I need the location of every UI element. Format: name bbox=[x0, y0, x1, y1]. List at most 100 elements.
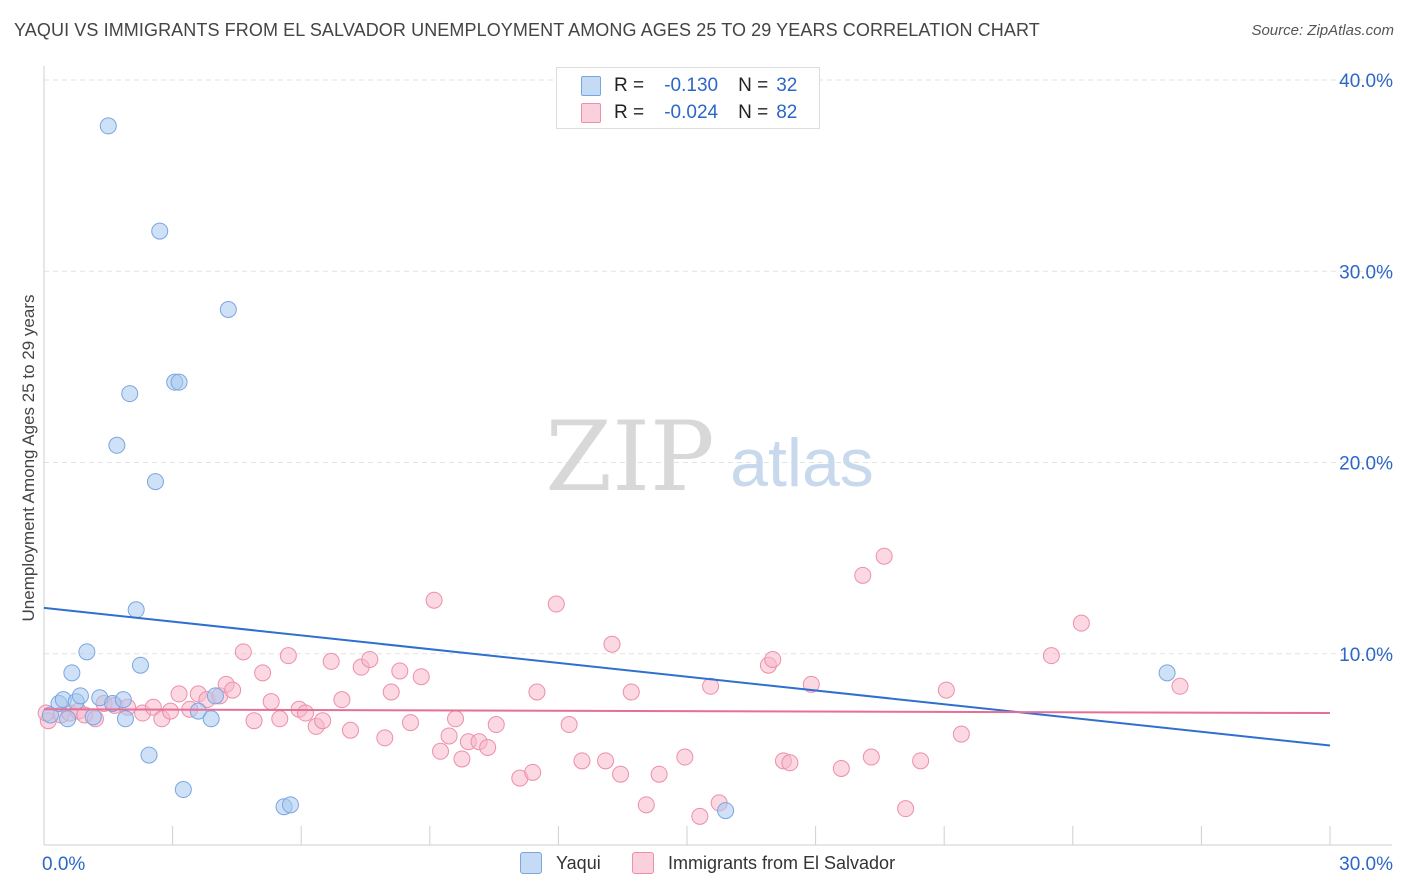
bottom-legend-el-salvador[interactable]: Immigrants from El Salvador bbox=[632, 851, 895, 875]
watermark: ZIP atlas bbox=[545, 401, 873, 513]
data-point bbox=[245, 712, 263, 730]
gridlines bbox=[44, 79, 1392, 655]
data-point bbox=[432, 742, 450, 760]
correlation-legend: R = -0.130 N = 32 R = -0.024 N = 82 bbox=[556, 67, 820, 129]
data-point bbox=[676, 748, 694, 766]
data-point bbox=[281, 796, 299, 814]
data-point bbox=[832, 760, 850, 777]
data-point bbox=[341, 721, 359, 739]
data-point bbox=[447, 710, 465, 728]
data-point bbox=[127, 601, 145, 619]
data-point bbox=[279, 647, 297, 665]
data-point bbox=[717, 802, 735, 820]
n-value-el-salvador: 82 bbox=[776, 102, 798, 123]
data-point bbox=[937, 681, 955, 699]
data-point bbox=[1042, 647, 1060, 665]
data-point bbox=[144, 698, 162, 716]
data-point bbox=[560, 716, 578, 734]
data-point bbox=[262, 693, 280, 711]
y-tick-label: 20.0% bbox=[1339, 454, 1393, 475]
data-point bbox=[440, 727, 458, 745]
data-point bbox=[108, 436, 126, 454]
bottom-legend-yaqui[interactable]: Yaqui bbox=[520, 851, 601, 875]
n-label: N = bbox=[738, 75, 769, 96]
data-point bbox=[202, 710, 220, 728]
r-label: R = bbox=[614, 75, 645, 96]
data-point bbox=[391, 662, 409, 680]
data-point bbox=[597, 752, 615, 770]
trend-lines bbox=[43, 606, 1331, 747]
data-point bbox=[41, 706, 59, 724]
chart-title: YAQUI VS IMMIGRANTS FROM EL SALVADOR UNE… bbox=[14, 20, 1040, 40]
legend-row-el-salvador: R = -0.024 N = 82 bbox=[581, 101, 797, 125]
data-point bbox=[361, 650, 379, 668]
data-point bbox=[151, 222, 169, 240]
axes bbox=[43, 66, 1392, 846]
data-point bbox=[912, 752, 930, 770]
data-point bbox=[402, 714, 420, 732]
legend-row-yaqui: R = -0.130 N = 32 bbox=[581, 74, 797, 98]
data-point bbox=[140, 746, 158, 764]
x-tick-label: 30.0% bbox=[1339, 854, 1393, 875]
legend-label-yaqui: Yaqui bbox=[556, 852, 601, 873]
data-point bbox=[78, 643, 96, 661]
data-point bbox=[170, 373, 188, 391]
data-point bbox=[479, 738, 497, 756]
data-point bbox=[952, 725, 970, 743]
data-point bbox=[234, 643, 252, 661]
n-value-yaqui: 32 bbox=[776, 75, 798, 96]
data-point bbox=[314, 712, 332, 730]
trend-line-yaqui bbox=[43, 606, 1331, 747]
data-point bbox=[875, 547, 893, 565]
legend-label-el-salvador: Immigrants from El Salvador bbox=[668, 852, 896, 873]
y-tick-label: 40.0% bbox=[1339, 71, 1393, 92]
data-point bbox=[376, 729, 394, 747]
legend-swatch-yaqui bbox=[581, 76, 601, 96]
legend-swatch-el-salvador bbox=[581, 103, 601, 123]
data-point bbox=[781, 754, 799, 772]
data-point bbox=[71, 687, 89, 705]
data-point bbox=[547, 595, 565, 613]
r-label: R = bbox=[614, 102, 645, 123]
data-point bbox=[862, 748, 880, 766]
data-point bbox=[453, 750, 471, 768]
data-point bbox=[271, 710, 289, 728]
data-point bbox=[161, 702, 179, 720]
data-point bbox=[170, 685, 188, 703]
data-point bbox=[84, 708, 102, 726]
data-point bbox=[333, 691, 351, 709]
data-point bbox=[854, 566, 872, 584]
data-point bbox=[174, 781, 192, 799]
data-point bbox=[189, 702, 207, 720]
data-point bbox=[206, 687, 224, 705]
series-el-salvador bbox=[37, 547, 1189, 825]
data-point bbox=[322, 652, 340, 670]
trend-line-el-salvador bbox=[43, 708, 1331, 715]
data-point bbox=[622, 683, 640, 701]
data-point bbox=[528, 683, 546, 701]
n-label: N = bbox=[738, 102, 769, 123]
data-point bbox=[1158, 664, 1176, 682]
data-point bbox=[650, 765, 668, 783]
data-point bbox=[487, 716, 505, 734]
data-point bbox=[99, 117, 117, 135]
data-point bbox=[224, 681, 242, 699]
data-point bbox=[637, 796, 655, 814]
data-point bbox=[612, 765, 630, 783]
series-yaqui bbox=[41, 117, 1176, 820]
r-value-el-salvador: -0.024 bbox=[664, 102, 719, 123]
data-point bbox=[59, 710, 77, 728]
data-point bbox=[802, 675, 820, 693]
data-point bbox=[691, 807, 709, 825]
data-point bbox=[254, 664, 272, 682]
data-point bbox=[764, 650, 782, 668]
data-point bbox=[412, 668, 430, 686]
data-point bbox=[1072, 614, 1090, 632]
data-point bbox=[382, 683, 400, 701]
watermark-atlas: atlas bbox=[730, 425, 874, 501]
data-point bbox=[425, 591, 443, 609]
legend-swatch-yaqui bbox=[520, 852, 542, 874]
data-point bbox=[131, 656, 149, 674]
data-point bbox=[63, 664, 81, 682]
